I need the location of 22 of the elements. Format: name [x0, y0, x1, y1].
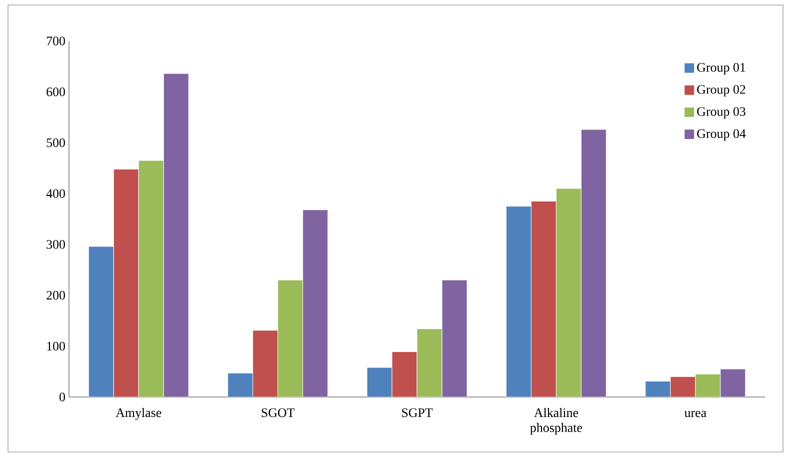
y-tick-label: 200: [46, 290, 65, 300]
bar: [670, 376, 696, 397]
x-tick-label: SGOT: [262, 408, 295, 418]
legend-label: Group 04: [697, 129, 746, 141]
y-tick-label: 700: [46, 36, 65, 46]
y-tick-label: 400: [46, 189, 65, 198]
x-tick-label: urea: [684, 410, 706, 418]
x-tick-label: Alkaline phosphate: [530, 408, 582, 435]
x-tick-label: SGPT: [402, 408, 433, 418]
legend-label: Group 01: [697, 62, 746, 74]
bar: [392, 351, 418, 397]
y-tick-label: 0: [60, 392, 65, 402]
y-tick-label: 300: [46, 240, 65, 249]
legend-label: Group 03: [697, 107, 746, 119]
bar: [113, 168, 139, 397]
legend-label: Group 02: [697, 85, 746, 96]
y-tick-label: 600: [46, 87, 65, 96]
y-tick-label: 500: [46, 138, 65, 148]
bar: [530, 200, 556, 397]
y-tick-label: 100: [47, 342, 65, 350]
x-tick-label: Amylase: [116, 408, 162, 420]
bar: [252, 330, 278, 397]
